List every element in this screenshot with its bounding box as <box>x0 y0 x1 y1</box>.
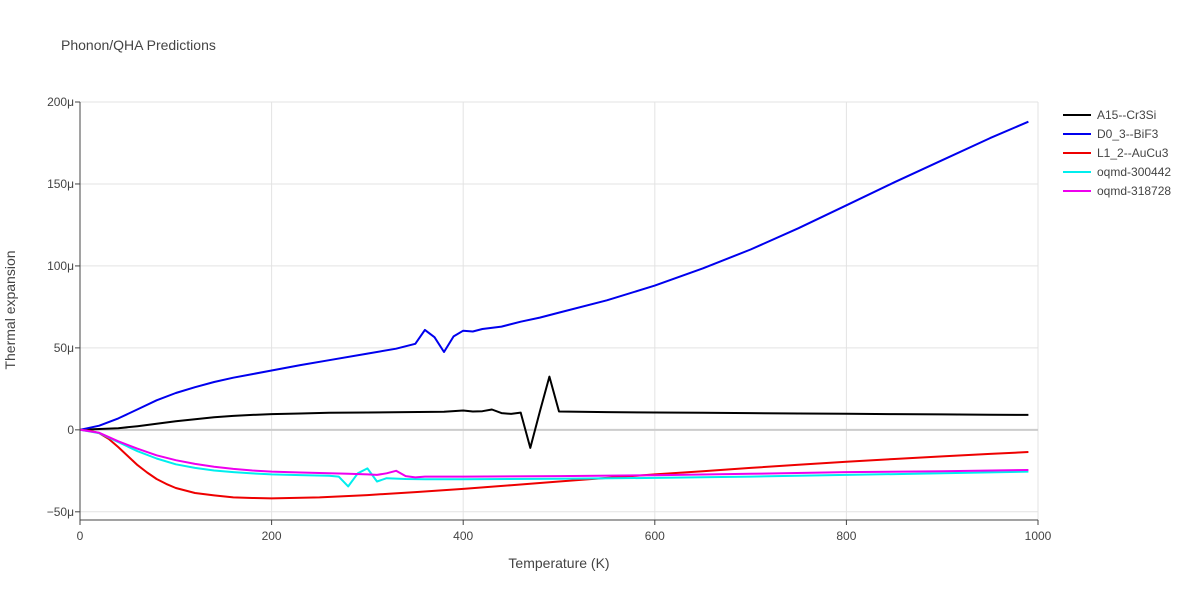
series-line-a15-cr3si <box>79 375 1029 449</box>
y-tick-label: 50μ <box>54 341 74 355</box>
x-tick-label: 0 <box>77 529 84 543</box>
chart-title: Phonon/QHA Predictions <box>61 37 216 53</box>
y-tick-label: 150μ <box>47 177 74 191</box>
y-tick-label: 200μ <box>47 95 74 109</box>
y-axis-label: Thermal expansion <box>2 250 18 369</box>
plot-area <box>79 120 1029 500</box>
series-line-l1-2-aucu3 <box>79 428 1029 500</box>
series-line-oqmd-300442 <box>79 428 1029 488</box>
legend-item: oqmd-300442 <box>1063 165 1171 179</box>
legend-label: A15--Cr3Si <box>1097 108 1156 122</box>
legend-item: D0_3--BiF3 <box>1063 127 1159 141</box>
legend-label: L1_2--AuCu3 <box>1097 146 1169 160</box>
series-line-d0-3-bif3 <box>79 120 1029 431</box>
legend-label: oqmd-300442 <box>1097 165 1171 179</box>
legend-label: D0_3--BiF3 <box>1097 127 1159 141</box>
grid <box>80 101 1039 520</box>
x-tick-label: 600 <box>645 529 665 543</box>
legend-item: oqmd-318728 <box>1063 184 1171 198</box>
legend-label: oqmd-318728 <box>1097 184 1171 198</box>
x-tick-label: 800 <box>836 529 856 543</box>
y-tick-label: −50μ <box>47 505 74 519</box>
x-tick-label: 400 <box>453 529 473 543</box>
y-tick-label: 0 <box>67 423 74 437</box>
x-tick-label: 1000 <box>1025 529 1052 543</box>
x-axis-label: Temperature (K) <box>508 555 609 571</box>
x-tick-label: 200 <box>262 529 282 543</box>
legend-item: L1_2--AuCu3 <box>1063 146 1169 160</box>
series-line-oqmd-318728 <box>79 428 1029 479</box>
legend: A15--Cr3Si D0_3--BiF3 L1_2--AuCu3 oqmd-3004… <box>1063 108 1171 198</box>
legend-item: A15--Cr3Si <box>1063 108 1156 122</box>
y-tick-label: 100μ <box>47 259 74 273</box>
